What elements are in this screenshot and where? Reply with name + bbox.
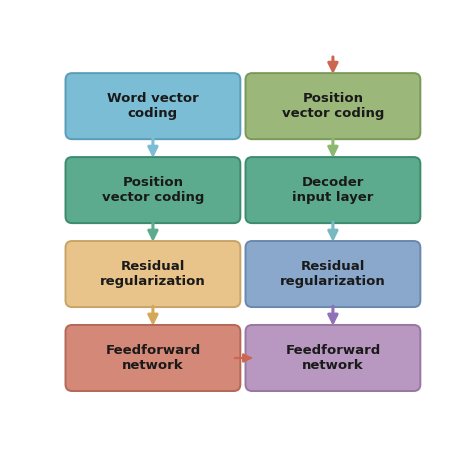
FancyBboxPatch shape bbox=[246, 325, 420, 391]
FancyBboxPatch shape bbox=[65, 157, 240, 223]
Text: Position
vector coding: Position vector coding bbox=[102, 176, 204, 204]
Text: Decoder
input layer: Decoder input layer bbox=[292, 176, 374, 204]
FancyBboxPatch shape bbox=[65, 73, 240, 139]
FancyBboxPatch shape bbox=[65, 241, 240, 307]
Text: Feedforward
network: Feedforward network bbox=[105, 344, 201, 372]
Text: Residual
regularization: Residual regularization bbox=[100, 260, 206, 288]
Text: Position
vector coding: Position vector coding bbox=[282, 92, 384, 120]
FancyBboxPatch shape bbox=[246, 73, 420, 139]
Text: Word vector
coding: Word vector coding bbox=[107, 92, 199, 120]
Text: Feedforward
network: Feedforward network bbox=[285, 344, 381, 372]
FancyBboxPatch shape bbox=[65, 325, 240, 391]
FancyBboxPatch shape bbox=[246, 241, 420, 307]
FancyBboxPatch shape bbox=[246, 157, 420, 223]
Text: Residual
regularization: Residual regularization bbox=[280, 260, 386, 288]
